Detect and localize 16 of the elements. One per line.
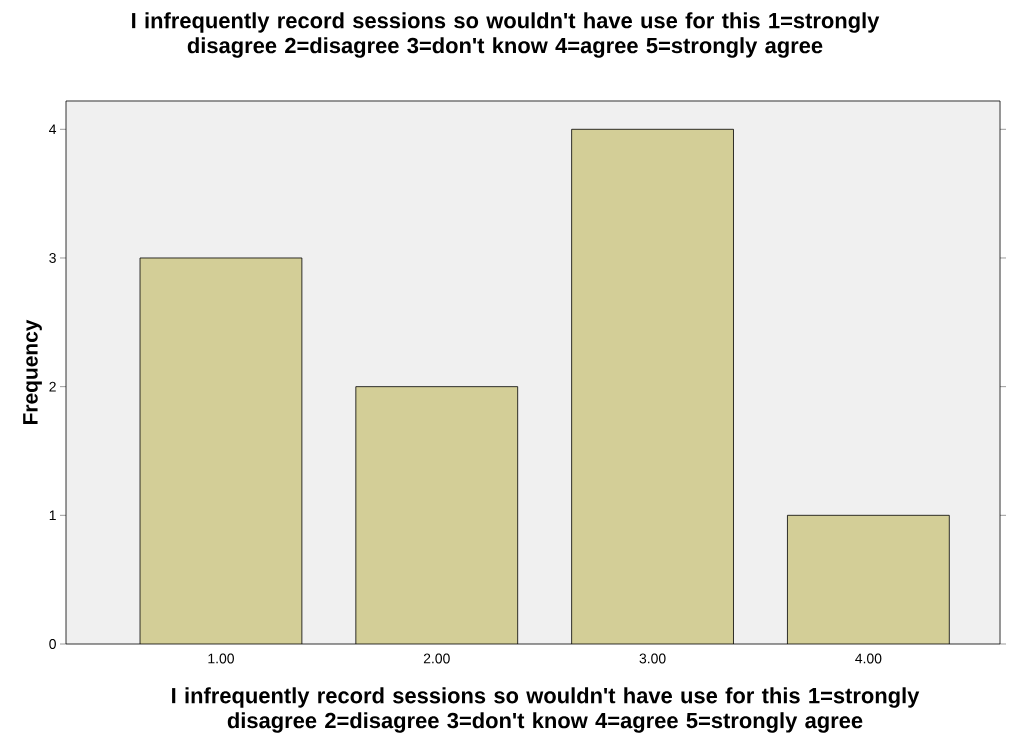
x-axis-title: I infrequently record sessions so wouldn't have use for this 1=strongly disagree 2=disagree 3=don't know 4=agree 5=strongly agree (172, 687, 920, 733)
y-axis-title: Frequency (23, 319, 42, 424)
x-tick-label: 2.00 (423, 653, 450, 664)
y-tick-label: 3 (49, 253, 56, 263)
y-tick-label: 1 (49, 510, 56, 521)
x-tick-label: 4.00 (855, 653, 882, 664)
y-tick-label: 2 (49, 381, 56, 392)
bar (571, 128, 734, 644)
chart-title: I infrequently record sessions so wouldn't have use for this 1=strongly disagree 2=disagree 3=don't know 4=agree 5=strongly agree (132, 12, 880, 58)
bar (140, 257, 302, 644)
bar (787, 514, 950, 644)
bar (355, 386, 519, 644)
x-tick-label: 3.00 (639, 653, 666, 664)
x-tick-label: 1.00 (208, 653, 234, 664)
y-tick-label: 0 (49, 639, 56, 649)
y-tick-label: 4 (49, 124, 57, 135)
